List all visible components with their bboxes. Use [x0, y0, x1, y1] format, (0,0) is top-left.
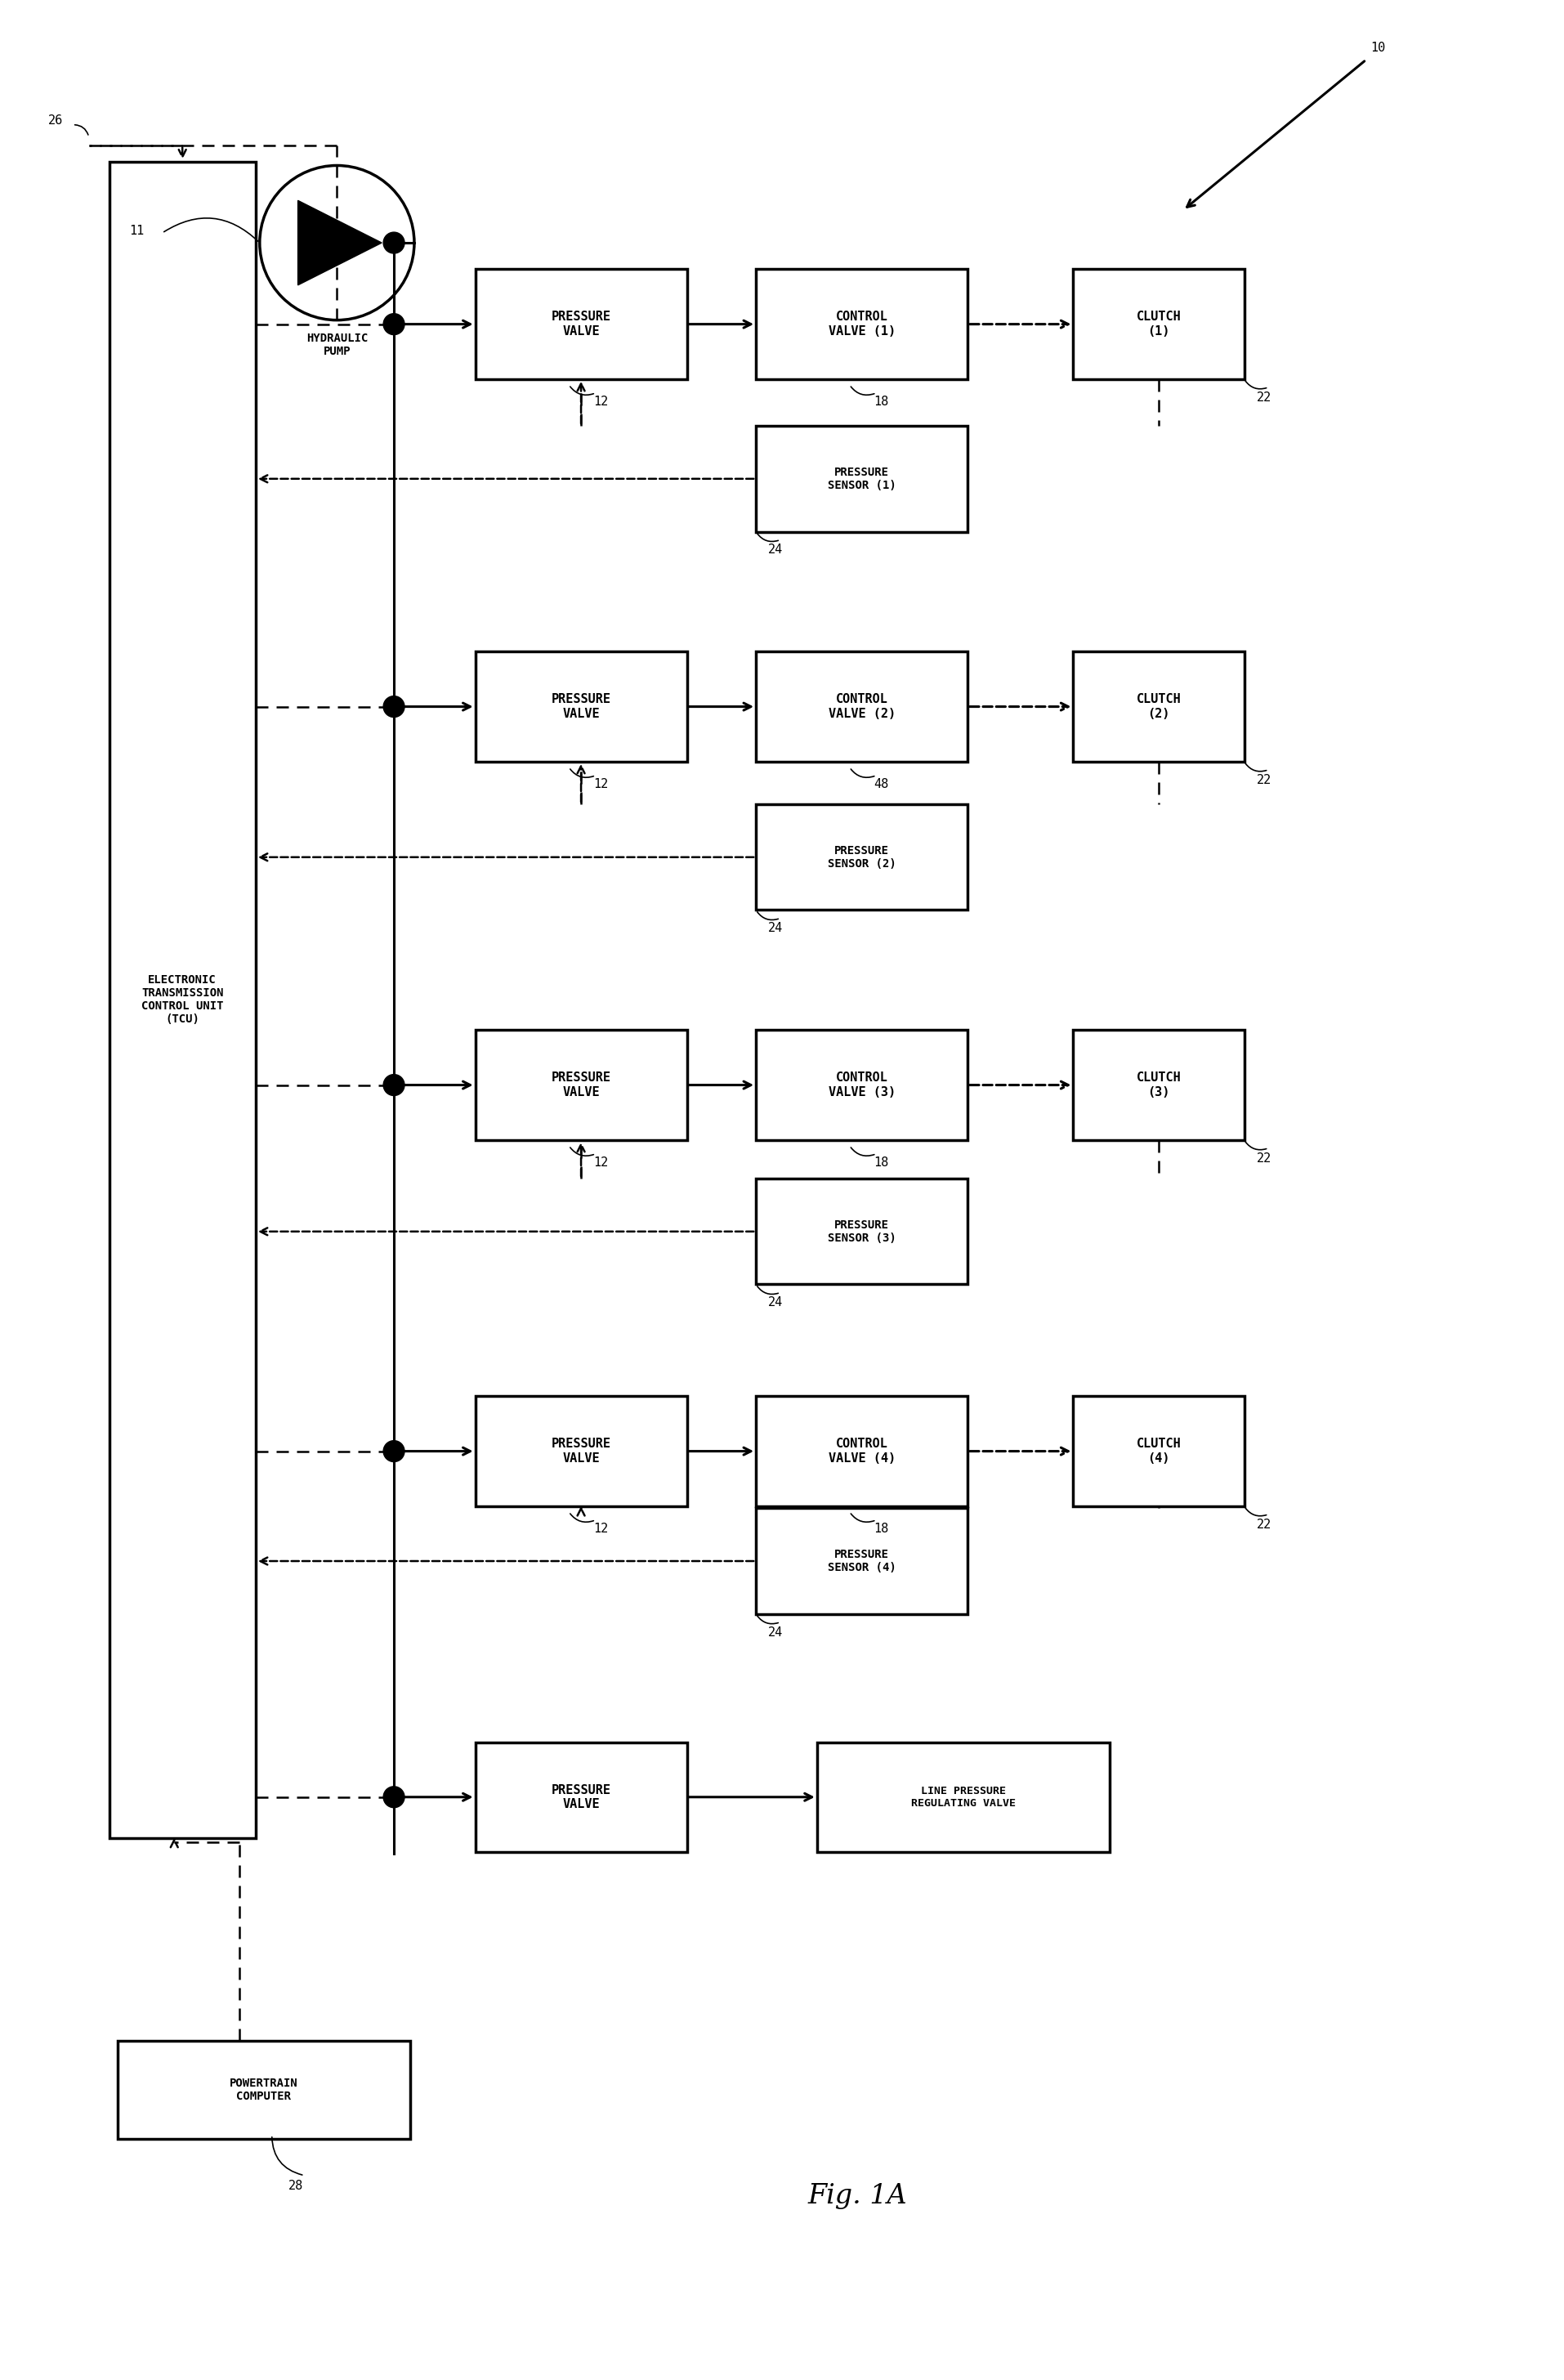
Text: 22: 22: [1256, 774, 1272, 785]
Circle shape: [383, 314, 405, 336]
Text: 18: 18: [874, 1523, 888, 1535]
Text: 24: 24: [768, 1626, 784, 1637]
Bar: [1073, 652, 1243, 762]
Text: LINE PRESSURE
REGULATING VALVE: LINE PRESSURE REGULATING VALVE: [912, 1785, 1015, 1809]
Text: 24: 24: [768, 1297, 784, 1309]
Bar: [117, 2042, 410, 2140]
Circle shape: [383, 1440, 405, 1461]
Text: CONTROL
VALVE (1): CONTROL VALVE (1): [829, 312, 895, 338]
Text: PRESSURE
VALVE: PRESSURE VALVE: [551, 312, 612, 338]
Text: PRESSURE
VALVE: PRESSURE VALVE: [551, 693, 612, 719]
Text: PRESSURE
SENSOR (2): PRESSURE SENSOR (2): [827, 845, 896, 869]
Bar: [755, 652, 968, 762]
Text: 28: 28: [288, 2180, 303, 2192]
Text: HYDRAULIC
PUMP: HYDRAULIC PUMP: [307, 333, 368, 357]
Text: POWERTRAIN
COMPUTER: POWERTRAIN COMPUTER: [230, 2078, 299, 2102]
Text: PRESSURE
VALVE: PRESSURE VALVE: [551, 1071, 612, 1097]
Circle shape: [383, 233, 405, 252]
Text: CONTROL
VALVE (4): CONTROL VALVE (4): [829, 1438, 895, 1464]
Text: CLUTCH
(4): CLUTCH (4): [1137, 1438, 1181, 1464]
Text: 10: 10: [1370, 40, 1386, 55]
Bar: [475, 1397, 687, 1507]
Text: 12: 12: [593, 1523, 608, 1535]
Text: 18: 18: [874, 395, 888, 407]
Text: PRESSURE
SENSOR (4): PRESSURE SENSOR (4): [827, 1549, 896, 1573]
Text: CLUTCH
(2): CLUTCH (2): [1137, 693, 1181, 719]
Bar: [755, 426, 968, 531]
Bar: [755, 1397, 968, 1507]
Text: PRESSURE
SENSOR (3): PRESSURE SENSOR (3): [827, 1219, 896, 1245]
Text: 22: 22: [1256, 1518, 1272, 1530]
Bar: [1073, 1031, 1243, 1140]
Bar: [816, 1742, 1110, 1852]
Bar: [475, 1742, 687, 1852]
Bar: [1073, 1397, 1243, 1507]
Bar: [755, 1509, 968, 1614]
Circle shape: [383, 695, 405, 716]
Text: CLUTCH
(3): CLUTCH (3): [1137, 1071, 1181, 1097]
Text: ELECTRONIC
TRANSMISSION
CONTROL UNIT
(TCU): ELECTRONIC TRANSMISSION CONTROL UNIT (TC…: [141, 973, 224, 1026]
Bar: [755, 269, 968, 378]
Text: 18: 18: [874, 1157, 888, 1169]
Bar: [109, 162, 255, 1837]
Text: PRESSURE
SENSOR (1): PRESSURE SENSOR (1): [827, 466, 896, 490]
Bar: [475, 269, 687, 378]
Text: 12: 12: [593, 778, 608, 790]
Circle shape: [383, 1073, 405, 1095]
Text: Fig. 1A: Fig. 1A: [809, 2182, 907, 2209]
Text: 24: 24: [768, 545, 784, 557]
Bar: [1073, 269, 1243, 378]
Bar: [475, 1031, 687, 1140]
Text: 22: 22: [1256, 1152, 1272, 1164]
Text: PRESSURE
VALVE: PRESSURE VALVE: [551, 1785, 612, 1811]
Text: CONTROL
VALVE (2): CONTROL VALVE (2): [829, 693, 895, 719]
Text: 22: 22: [1256, 390, 1272, 405]
Text: 12: 12: [593, 1157, 608, 1169]
Bar: [475, 652, 687, 762]
Text: 24: 24: [768, 923, 784, 935]
Text: 26: 26: [48, 114, 63, 126]
Polygon shape: [297, 200, 382, 286]
Text: 11: 11: [130, 224, 144, 236]
Text: PRESSURE
VALVE: PRESSURE VALVE: [551, 1438, 612, 1464]
Text: CONTROL
VALVE (3): CONTROL VALVE (3): [829, 1071, 895, 1097]
Text: 12: 12: [593, 395, 608, 407]
Text: CLUTCH
(1): CLUTCH (1): [1137, 312, 1181, 338]
Text: 48: 48: [874, 778, 888, 790]
Circle shape: [383, 1787, 405, 1809]
Bar: [755, 1031, 968, 1140]
Bar: [755, 1178, 968, 1285]
Bar: [755, 804, 968, 909]
